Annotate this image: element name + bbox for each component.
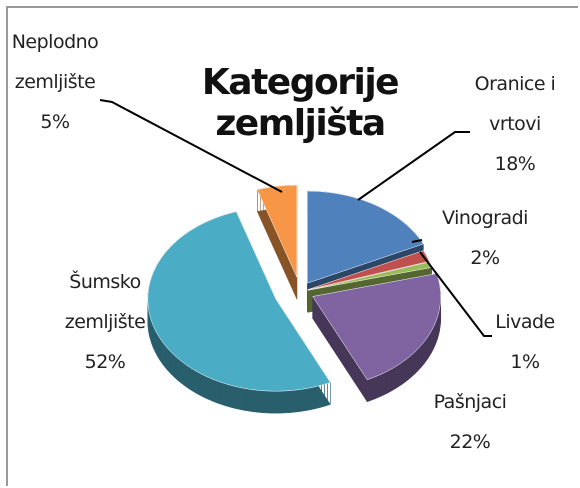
slice-label: Livade 1% bbox=[470, 302, 580, 382]
value-label: 1% bbox=[510, 351, 540, 373]
slice-label: Vinogradi 2% bbox=[430, 198, 540, 278]
value-label: 5% bbox=[40, 111, 70, 133]
value-label: 2% bbox=[470, 247, 500, 269]
slice-label: Neplodno zemljište 5% bbox=[5, 22, 105, 142]
leader-line bbox=[357, 131, 470, 201]
category-label: Pašnjaci bbox=[433, 391, 507, 413]
category-label: Livade bbox=[495, 311, 555, 333]
leader-line bbox=[99, 99, 283, 193]
category-label: Šumsko zemljište bbox=[64, 271, 146, 333]
category-label: Vinogradi bbox=[442, 207, 528, 229]
value-label: 18% bbox=[494, 153, 536, 175]
chart-title: Kategorije zemljišta bbox=[201, 62, 400, 144]
leader-line bbox=[411, 239, 423, 243]
category-label: Oranice i vrtovi bbox=[474, 73, 556, 135]
slice bbox=[307, 190, 424, 284]
slice-label: Šumsko zemljište 52% bbox=[55, 262, 155, 382]
slice bbox=[147, 211, 331, 392]
frame bbox=[6, 6, 578, 486]
value-label: 52% bbox=[84, 351, 126, 373]
slice bbox=[312, 273, 441, 381]
slice bbox=[256, 184, 298, 278]
value-label: 22% bbox=[449, 431, 491, 453]
slice bbox=[307, 250, 430, 291]
slice-label: Oranice i vrtovi 18% bbox=[470, 64, 560, 184]
leader-line bbox=[419, 251, 492, 337]
category-label: Neplodno zemljište bbox=[11, 31, 99, 93]
slice-label: Pašnjaci 22% bbox=[415, 382, 525, 462]
